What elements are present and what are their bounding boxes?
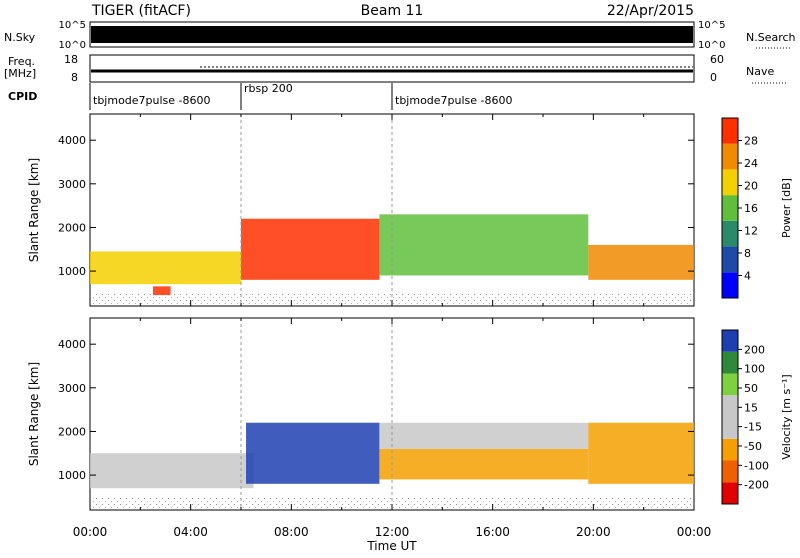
x-tick-label: 00:00 (73, 525, 108, 539)
freq-panel (89, 54, 695, 83)
y-tick-label: 4000 (58, 338, 86, 351)
colorbar-swatch (722, 351, 738, 374)
echo-region (241, 218, 380, 280)
echo-region (152, 286, 171, 296)
x-tick-label: 00:00 (677, 525, 712, 539)
colorbar-tick-label: 20 (744, 180, 758, 193)
colorbar-swatch (722, 395, 738, 417)
colorbar-swatch (722, 169, 738, 196)
echo-region (90, 453, 254, 489)
freq-tick-top: 18 (64, 53, 78, 66)
freq-unit: [MHz] (4, 67, 36, 80)
colorbar-tick-label: 16 (744, 202, 758, 215)
cpid-segment-label: rbsp 200 (244, 82, 293, 95)
colorbar-tick-label: 28 (744, 135, 758, 148)
cpid-row: tbjmode7pulse -8600 rbsp 200 tbjmode7pulse… (89, 82, 513, 110)
cpid-segment-label: tbjmode7pulse -8600 (395, 94, 513, 107)
colorbar-swatch (722, 373, 738, 396)
echo-region (90, 251, 241, 285)
y-axis-label: Slant Range [km] (27, 362, 41, 466)
x-tick-label: 08:00 (274, 525, 309, 539)
power-panel: 1000 2000 3000 4000 Slant Range [km] (27, 113, 695, 307)
nave-tick-bottom: 0 (710, 71, 717, 84)
colorbar-swatch (722, 246, 738, 273)
x-tick-label: 20:00 (576, 525, 611, 539)
colorbar-tick-label: 24 (744, 157, 758, 170)
nsearch-label: N.Search (746, 31, 796, 44)
colorbar-frame (721, 329, 739, 505)
y-axis-label: Slant Range [km] (27, 158, 41, 262)
beam-title: Beam 11 (361, 3, 424, 19)
y-tick-label: 1000 (58, 265, 86, 278)
colorbar-tick-label: 200 (744, 343, 765, 356)
colorbar-swatch (722, 460, 738, 483)
y-tick-label: 3000 (58, 382, 86, 395)
colorbar-tick-label: 100 (744, 363, 765, 376)
nsky-tick-top: 10^5 (59, 20, 86, 31)
echo-region (246, 422, 380, 484)
colorbar-swatch (722, 220, 738, 247)
nave-tick-top: 60 (710, 53, 724, 66)
radar-title: TIGER (fitACF) (91, 3, 191, 19)
freq-tick-bottom: 8 (71, 71, 78, 84)
nsky-tick-bottom: 10^0 (59, 40, 86, 51)
colorbar-swatch (722, 438, 738, 461)
colorbar-tick-label: 12 (744, 225, 758, 238)
colorbar-label: Power [dB] (780, 178, 793, 238)
power-colorbar: 28 24 20 16 12 8 4 Power [dB] (721, 117, 793, 299)
y-tick-label: 2000 (58, 425, 86, 438)
colorbar-tick-label: -15 (744, 421, 762, 434)
colorbar-swatch (722, 417, 738, 439)
colorbar-swatch (722, 330, 738, 352)
nsky-trace (91, 26, 693, 43)
y-tick-label: 3000 (58, 178, 86, 191)
y-tick-label: 4000 (58, 134, 86, 147)
colorbar-tick-label: 15 (744, 401, 758, 414)
colorbar-swatch (722, 272, 738, 298)
y-tick-label: 2000 (58, 221, 86, 234)
colorbar-swatch (722, 143, 738, 170)
date-title: 22/Apr/2015 (607, 3, 694, 19)
echo-region (379, 422, 589, 449)
colorbar-tick-label: -100 (744, 459, 769, 472)
time-axis: 00:00 04:00 08:00 12:00 16:00 20:00 00:00 (73, 525, 712, 539)
x-tick-label: 16:00 (475, 525, 510, 539)
cpid-segment-label: tbjmode7pulse -8600 (93, 94, 211, 107)
colorbar-tick-label: 4 (744, 270, 751, 283)
echo-region (588, 244, 694, 280)
cpid-label: CPID (8, 90, 37, 103)
nave-label: Nave (746, 65, 774, 78)
colorbar-swatch (722, 118, 738, 144)
nsearch-tick-bottom: 10^0 (698, 40, 725, 51)
velocity-panel: 1000 2000 3000 4000 Slant Range [km] (27, 317, 695, 511)
echo-region (379, 448, 589, 480)
nsky-label: N.Sky (4, 31, 36, 44)
y-tick-label: 1000 (58, 469, 86, 482)
echo-region (588, 422, 694, 484)
colorbar-swatch (722, 482, 738, 504)
colorbar-label: Velocity [m s⁻¹] (780, 374, 793, 459)
velocity-colorbar: 200 100 50 15 -15 -50 -100 -200 Velocity [m s⁻¹] (721, 329, 793, 505)
time-axis-label: Time UT (366, 539, 417, 553)
nsearch-tick-top: 10^5 (698, 20, 725, 31)
freq-label: Freq. (8, 55, 35, 68)
colorbar-tick-label: 8 (744, 247, 751, 260)
x-tick-label: 12:00 (375, 525, 410, 539)
colorbar-tick-label: 50 (744, 382, 758, 395)
echo-region (379, 214, 589, 276)
colorbar-tick-label: -50 (744, 440, 762, 453)
colorbar-tick-label: -200 (744, 479, 769, 492)
colorbar-swatch (722, 195, 738, 221)
x-tick-label: 04:00 (173, 525, 208, 539)
